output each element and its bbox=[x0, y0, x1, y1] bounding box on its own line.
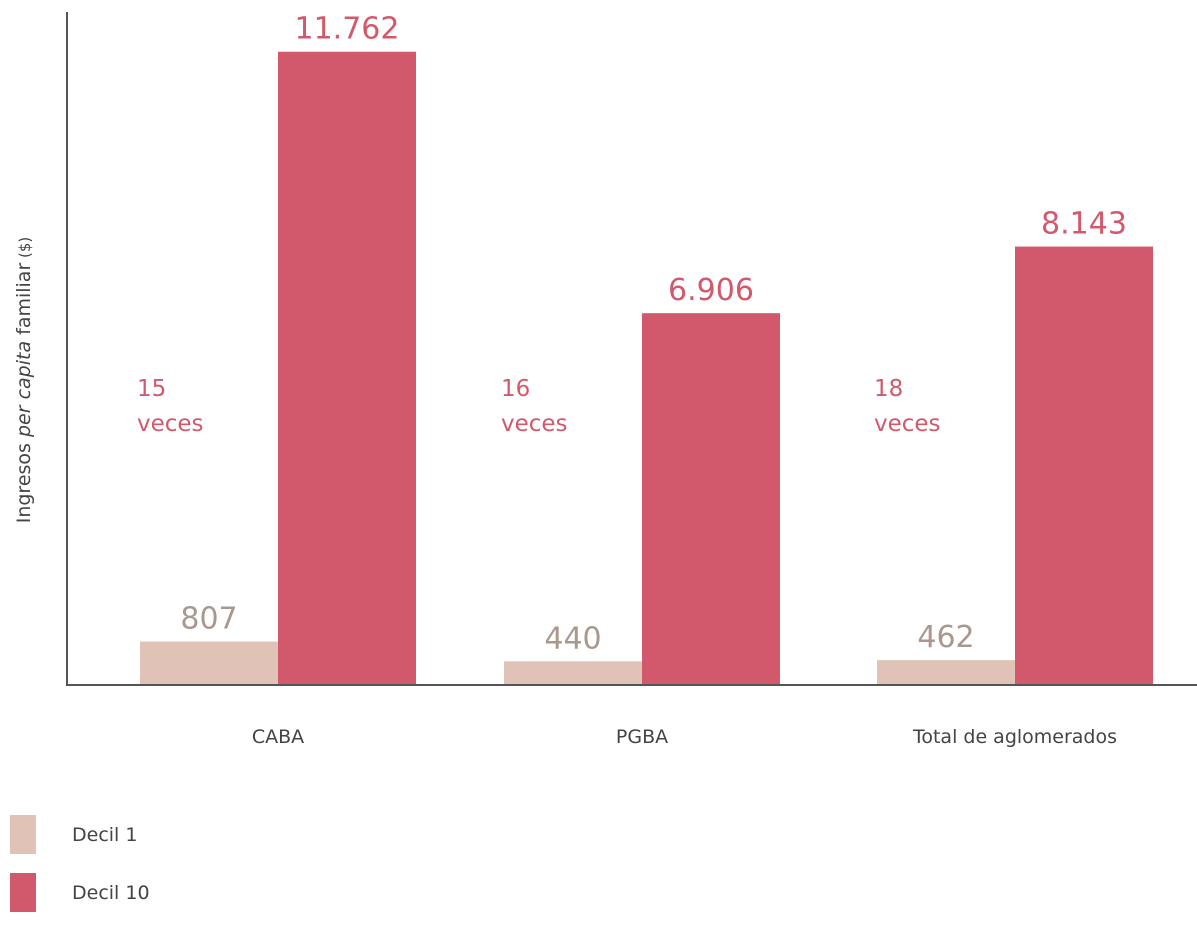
ratio-word-pgba: veces bbox=[501, 411, 568, 437]
legend-label-decil-10: Decil 10 bbox=[72, 881, 150, 904]
labels-layer: 807 11.762 CABA 15 veces 440 6.906 PGBA 16 veces 4… bbox=[137, 12, 1127, 748]
bars-layer bbox=[140, 51, 1153, 686]
data-label-decil-10-total: 8.143 bbox=[1041, 207, 1127, 242]
data-label-decil-10-caba: 11.762 bbox=[295, 12, 400, 47]
ratio-word-total: veces bbox=[874, 411, 941, 437]
bar-decil-1-caba bbox=[140, 641, 278, 685]
legend-item-decil-10: Decil 10 bbox=[10, 873, 150, 912]
y-axis-label-prefix: Ingresos bbox=[13, 437, 35, 523]
y-axis-label-suffix: familiar bbox=[13, 263, 35, 341]
ratio-number-caba: 15 bbox=[137, 376, 166, 402]
y-axis-label-unit: ($) bbox=[16, 237, 34, 263]
legend-swatch-decil-10 bbox=[10, 873, 36, 912]
bar-decil-10-caba bbox=[278, 51, 416, 685]
x-tick-label-pgba: PGBA bbox=[616, 726, 668, 748]
bar-decil-1-pgba bbox=[504, 661, 642, 685]
data-label-decil-1-total: 462 bbox=[917, 620, 974, 655]
y-axis-label: Ingresos per capita familiar ($) bbox=[13, 237, 35, 524]
legend-swatch-decil-1 bbox=[10, 815, 36, 854]
data-label-decil-1-caba: 807 bbox=[180, 602, 237, 637]
data-label-decil-10-pgba: 6.906 bbox=[668, 273, 754, 308]
ratio-number-total: 18 bbox=[874, 376, 903, 402]
bar-decil-10-pgba bbox=[642, 313, 780, 685]
legend-label-decil-1: Decil 1 bbox=[72, 823, 138, 846]
bar-chart: 807 11.762 CABA 15 veces 440 6.906 PGBA 16 veces 4… bbox=[13, 12, 1197, 748]
ratio-word-caba: veces bbox=[137, 411, 204, 437]
data-label-decil-1-pgba: 440 bbox=[544, 621, 601, 656]
ratio-number-pgba: 16 bbox=[501, 376, 530, 402]
legend: Decil 1 Decil 10 bbox=[10, 815, 150, 931]
x-tick-label-caba: CABA bbox=[252, 726, 304, 748]
x-tick-label-total: Total de aglomerados bbox=[912, 726, 1117, 748]
bar-decil-1-total bbox=[877, 660, 1015, 685]
legend-item-decil-1: Decil 1 bbox=[10, 815, 150, 854]
bar-decil-10-total bbox=[1015, 246, 1153, 686]
y-axis-label-italic: per capita bbox=[13, 341, 35, 438]
